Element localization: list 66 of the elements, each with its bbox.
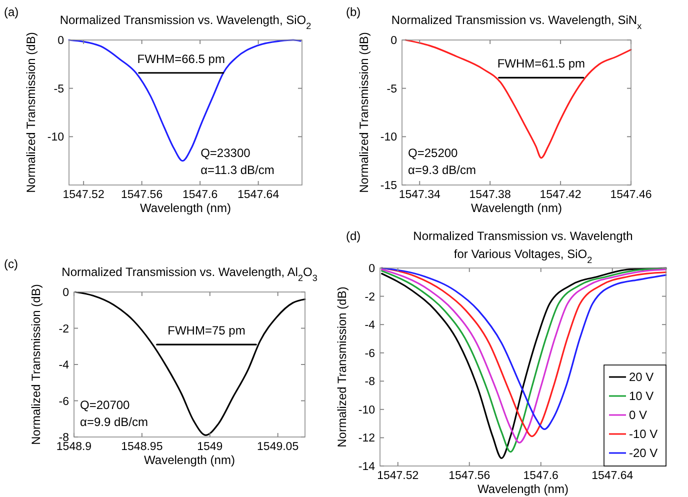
y-tick-label: -12: [358, 432, 375, 445]
legend-label: 20 V: [629, 370, 654, 384]
x-tick-label: 1547.64: [592, 470, 634, 482]
x-tick-label: 1547.56: [121, 189, 163, 201]
x-tick-label: 1547.46: [610, 189, 652, 201]
chart-title: Normalized Transmission vs. Wavelength, SiO$_{2}$: [60, 13, 312, 31]
chart-title: Normalized Transmission vs. Wavelength, SiN$_{x}$: [391, 13, 642, 31]
y-tick-label: -2: [364, 291, 375, 304]
y-tick-label: -4: [58, 360, 70, 372]
legend-label: 10 V: [629, 389, 654, 403]
y-tick-label: -4: [364, 320, 376, 332]
x-tick-label: 1547.6: [523, 470, 558, 482]
annotation: Q=23300: [200, 146, 251, 160]
legend-label: 0 V: [629, 408, 648, 422]
y-axis-title: Normalized Transmission (dB): [335, 286, 349, 448]
text: (a): [4, 5, 19, 19]
y-axis-title: Normalized Transmission (dB): [24, 32, 38, 193]
annotation: FWHM=66.5 pm: [137, 52, 225, 66]
y-tick-label: -6: [364, 348, 375, 360]
y-tick-label: -10: [47, 132, 64, 144]
x-tick-label: 1549: [197, 441, 223, 453]
x-tick-label: 1547.52: [377, 470, 419, 482]
y-tick-label: -14: [358, 461, 376, 473]
chart-title: Normalized Transmission vs. Wavelength, Al$_{2}$O$_{3}$: [62, 265, 318, 283]
x-tick-label: 1547.6: [182, 189, 218, 201]
y-tick-label: -5: [54, 83, 64, 96]
x-axis-title: Wavelength (nm): [478, 482, 568, 496]
x-tick-label: 1547.38: [469, 189, 511, 201]
y-tick-label: -10: [380, 132, 397, 144]
y-tick-label: 0: [390, 35, 397, 47]
x-tick-label: 1547.42: [540, 189, 582, 201]
annotation: α=9.9 dB/cm: [80, 415, 148, 429]
annotation: α=9.3 dB/cm: [408, 163, 476, 177]
y-axis-title: Normalized Transmission (dB): [357, 32, 371, 193]
x-tick-label: 1547.34: [398, 189, 441, 201]
chart-title: Normalized Transmission vs. Wavelength: [413, 229, 633, 243]
legend-label: -10 V: [629, 427, 658, 441]
x-tick-label: 1549.05: [257, 441, 299, 453]
x-axis-title: Wavelength (nm): [144, 453, 235, 467]
annotation: FWHM=75 pm: [168, 324, 246, 338]
x-axis-title: Wavelength (nm): [471, 201, 562, 215]
annotation: FWHM=61.5 pm: [497, 56, 586, 71]
y-tick-label: 0: [58, 35, 64, 47]
annotation: Q=25200: [408, 146, 458, 160]
x-tick-label: 1548.9: [56, 441, 92, 453]
x-tick-label: 1548.95: [121, 441, 163, 453]
y-tick-label: -15: [380, 180, 397, 192]
y-tick-label: -5: [386, 83, 397, 96]
y-tick-label: -6: [58, 396, 69, 408]
text: (d): [346, 229, 361, 243]
text: (c): [4, 257, 18, 271]
y-axis-title: Normalized Transmission (dB): [29, 284, 43, 445]
text: (b): [346, 5, 361, 19]
chart-subtitle: for Various Voltages, SiO$_{2}$: [454, 247, 592, 265]
y-tick-label: 0: [368, 263, 375, 275]
y-tick-label: -10: [358, 404, 375, 416]
y-tick-label: -2: [58, 323, 69, 336]
x-tick-label: 1547.64: [238, 189, 280, 201]
annotation: α=11.3 dB/cm: [200, 163, 274, 177]
x-tick-label: 1547.56: [448, 470, 490, 482]
legend-label: -20 V: [629, 446, 658, 460]
y-tick-label: -8: [364, 376, 375, 388]
x-tick-label: 1547.52: [62, 189, 104, 201]
y-tick-label: 0: [62, 287, 69, 299]
x-axis-title: Wavelength (nm): [140, 201, 231, 215]
annotation: Q=20700: [80, 398, 130, 412]
